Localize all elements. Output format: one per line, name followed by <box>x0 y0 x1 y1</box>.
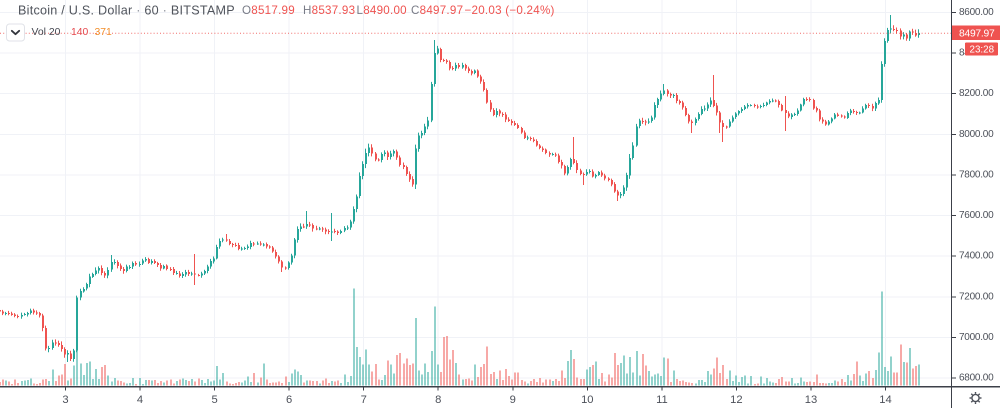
svg-text:Vol 20: Vol 20 <box>32 27 61 38</box>
svg-text:8200.00: 8200.00 <box>959 88 994 99</box>
svg-text:6800.00: 6800.00 <box>959 373 994 384</box>
svg-text:O8517.99: O8517.99 <box>242 4 295 17</box>
svg-text:140: 140 <box>71 27 89 38</box>
svg-text:5: 5 <box>211 394 217 406</box>
svg-text:8600.00: 8600.00 <box>959 7 994 18</box>
svg-text:12: 12 <box>730 394 742 406</box>
svg-text:7800.00: 7800.00 <box>959 169 994 180</box>
svg-text:7200.00: 7200.00 <box>959 291 994 302</box>
svg-text:14: 14 <box>879 394 891 406</box>
svg-text:H8537.93: H8537.93 <box>303 4 355 17</box>
svg-text:6: 6 <box>286 394 292 406</box>
svg-text:9: 9 <box>510 394 516 406</box>
svg-text:7400.00: 7400.00 <box>959 251 994 262</box>
svg-text:11: 11 <box>656 394 668 406</box>
svg-text:13: 13 <box>805 394 817 406</box>
svg-text:3: 3 <box>62 394 68 406</box>
svg-text:L8490.00: L8490.00 <box>357 4 407 17</box>
svg-text:8497.97: 8497.97 <box>959 28 995 39</box>
svg-text:7000.00: 7000.00 <box>959 332 994 343</box>
svg-text:−20.03 (−0.24%): −20.03 (−0.24%) <box>465 4 555 17</box>
svg-text:Bitcoin / U.S. Dollar · 60 · B: Bitcoin / U.S. Dollar · 60 · BITSTAMP <box>18 4 235 18</box>
svg-text:10: 10 <box>581 394 593 406</box>
svg-text:7: 7 <box>361 394 367 406</box>
svg-text:8: 8 <box>435 394 441 406</box>
svg-text:7600.00: 7600.00 <box>959 210 994 221</box>
svg-text:371: 371 <box>95 27 113 38</box>
svg-text:8000.00: 8000.00 <box>959 129 994 140</box>
svg-text:4: 4 <box>137 394 143 406</box>
svg-text:23:28: 23:28 <box>970 44 995 55</box>
svg-text:C8497.97: C8497.97 <box>411 4 463 17</box>
